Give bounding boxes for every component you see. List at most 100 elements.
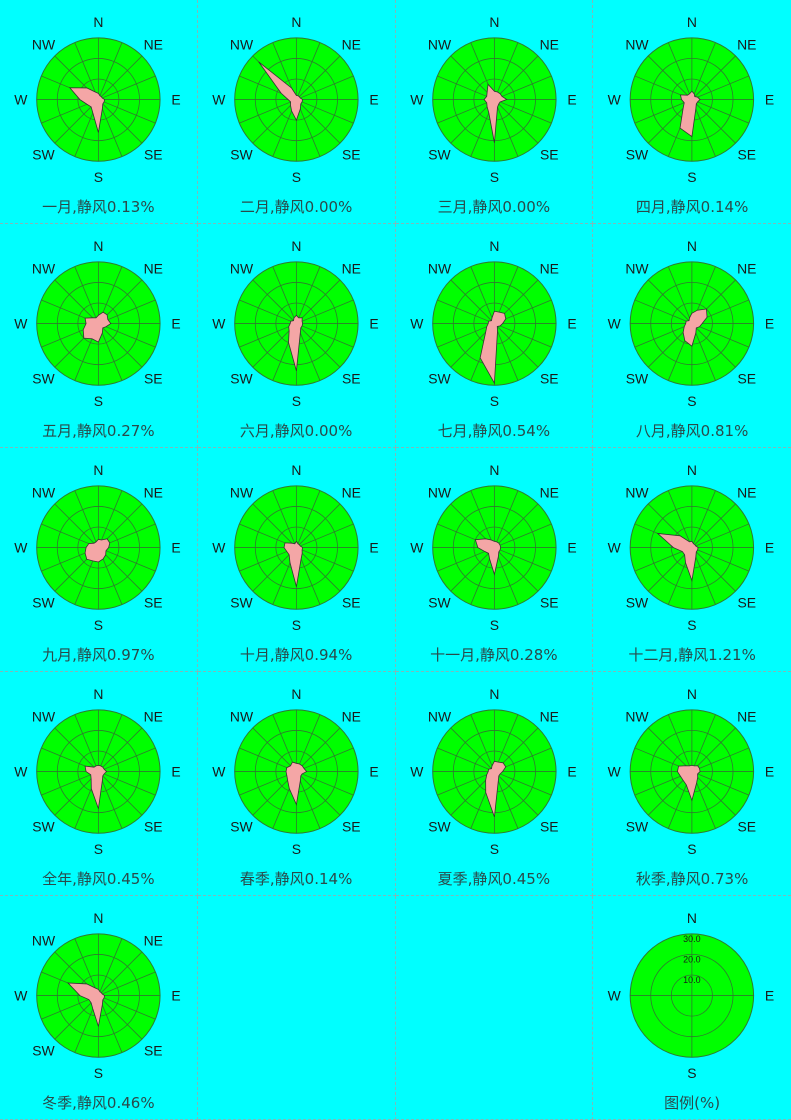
panel-caption: 五月,静风0.27% [42, 422, 155, 440]
rose-spoke [493, 99, 552, 124]
rose-spoke [691, 490, 717, 548]
wind-rose-chart: N NE E SE S SW W NW [212, 462, 378, 633]
wind-rose-panel: N NE E SE S SW W NW 五月,静风0.27% [0, 224, 198, 448]
wind-rose-petal [283, 540, 303, 587]
rose-spoke [691, 55, 737, 100]
rose-spoke [493, 547, 538, 592]
wind-rose-panel: N NE E SE S SW W NW 六月,静风0.00% [197, 224, 396, 448]
rose-spoke [54, 727, 99, 772]
rose-spoke [238, 323, 297, 348]
panel-caption: 秋季,静风0.73% [635, 870, 749, 888]
wind-rose-panel: N NE E SE S SW W NW 十月,静风0.94% [197, 448, 396, 672]
wind-rose-chart: N NE E SE S SW W NW [410, 462, 576, 633]
direction-label: S [291, 841, 300, 857]
rose-spoke [634, 99, 693, 124]
wind-rose-petal [677, 764, 701, 802]
rose-spoke [449, 279, 495, 324]
rose-spoke [295, 266, 321, 324]
direction-label: NE [539, 37, 558, 53]
rose-spoke [493, 42, 518, 100]
direction-label: SW [32, 594, 55, 610]
panel-caption: 七月,静风0.54% [437, 422, 551, 440]
rose-spoke [691, 99, 750, 124]
rose-spoke [98, 951, 143, 996]
direction-label: NE [144, 485, 163, 501]
rose-spoke [295, 299, 354, 324]
direction-label: S [94, 1065, 103, 1081]
direction-label: N [291, 686, 301, 702]
rose-spoke [295, 323, 341, 368]
direction-label: S [291, 169, 300, 185]
direction-label: N [489, 686, 499, 702]
direction-label: SE [539, 370, 558, 386]
direction-label: N [93, 910, 103, 926]
direction-label: E [369, 540, 378, 556]
rose-spoke [449, 547, 495, 592]
direction-label: SW [428, 146, 451, 162]
direction-label: NE [737, 709, 756, 725]
legend-ring-label: 30.0 [683, 934, 700, 944]
rose-spoke [668, 42, 693, 100]
direction-label: NW [230, 709, 254, 725]
rose-spoke [252, 279, 297, 324]
direction-label: S [94, 169, 103, 185]
wind-rose-chart: N NE E SE S SW W NW [410, 686, 576, 857]
rose-spoke [98, 99, 143, 144]
direction-label: SE [144, 594, 163, 610]
rose-spoke [493, 323, 552, 348]
wind-rose-chart: N NE E SE S SW W NW [608, 462, 775, 633]
direction-label: S [94, 393, 103, 409]
direction-label: NE [144, 261, 163, 277]
direction-label: E [567, 316, 576, 332]
direction-label: NW [427, 261, 451, 277]
direction-label: N [93, 462, 103, 478]
rose-spoke [691, 771, 737, 816]
wind-rose-chart: N NE E SE S SW W NW [14, 686, 180, 857]
wind-rose-chart: N NE E SE S SW W NW [212, 238, 378, 409]
rose-spoke [469, 490, 495, 548]
rose-spoke [493, 771, 538, 816]
direction-label: N [489, 14, 499, 30]
direction-label: SE [342, 146, 361, 162]
wind-rose-chart: N NE E SE S SW W NW [410, 238, 576, 409]
empty-cell [395, 896, 594, 1120]
direction-label: SW [32, 1042, 55, 1058]
panel-caption: 十一月,静风0.28% [430, 646, 558, 664]
rose-spoke [691, 503, 737, 548]
direction-label: S [687, 169, 696, 185]
direction-label: E [765, 316, 774, 332]
rose-spoke [98, 771, 143, 816]
direction-label: W [212, 92, 226, 108]
legend-panel: 10.0 20.0 30.0 N E S W 图例(%) [593, 896, 791, 1120]
wind-rose-chart: N NE E SE S SW W NW [608, 14, 775, 185]
direction-label: W [410, 540, 424, 556]
direction-label: N [93, 14, 103, 30]
panel-caption: 十月,静风0.94% [239, 646, 353, 664]
wind-rose-petal [656, 532, 699, 583]
rose-spoke [238, 99, 297, 124]
rose-spoke [295, 747, 354, 772]
direction-label: SE [144, 370, 163, 386]
direction-label: W [608, 540, 622, 556]
legend-caption: 图例(%) [664, 1094, 721, 1112]
legend-direction-label: E [765, 988, 774, 1004]
panel-caption: 三月,静风0.00% [437, 198, 551, 216]
direction-label: SE [738, 370, 757, 386]
wind-rose-chart: N NE E SE S SW W NW [14, 910, 180, 1081]
direction-label: SW [32, 818, 55, 834]
rose-spoke [691, 42, 717, 100]
direction-label: SW [626, 370, 649, 386]
wind-rose-panel: N NE E SE S SW W NW 四月,静风0.14% [593, 0, 791, 224]
rose-spoke [691, 547, 750, 572]
wind-rose-panel: N NE E SE S SW W NW 八月,静风0.81% [593, 224, 791, 448]
direction-label: NW [230, 485, 254, 501]
direction-label: N [489, 462, 499, 478]
rose-spoke [295, 99, 341, 144]
direction-label: N [93, 238, 103, 254]
wind-rose-panel: N NE E SE S SW W NW 春季,静风0.14% [197, 672, 396, 896]
direction-label: NE [539, 485, 558, 501]
rose-spoke [691, 523, 750, 548]
direction-label: W [410, 764, 424, 780]
direction-label: SE [144, 818, 163, 834]
direction-label: NW [32, 933, 56, 949]
